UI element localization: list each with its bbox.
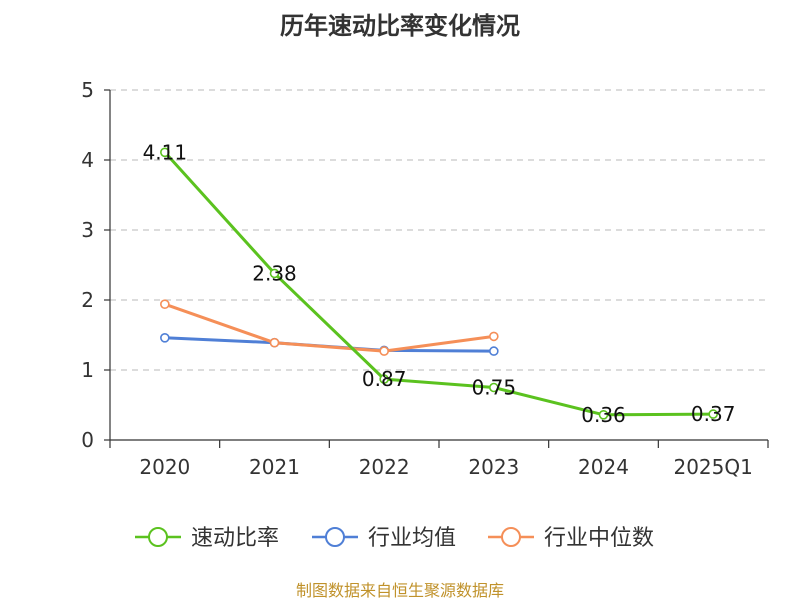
data-point[interactable] (379, 346, 389, 356)
legend-label: 行业均值 (368, 526, 456, 551)
x-tick-label: 2020 (139, 455, 190, 479)
axes: 0 1 2 3 4 5 2020 2021 2022 2023 2024 2025Q1 (81, 78, 769, 479)
series-line (163, 151, 714, 417)
y-tick-label: 0 (81, 428, 94, 452)
data-point[interactable] (708, 409, 718, 419)
legend-item[interactable]: 行业中位数 (488, 526, 654, 551)
x-tick-label: 2025Q1 (673, 455, 752, 479)
series-line (164, 302, 495, 353)
data-point[interactable] (489, 331, 499, 342)
data-point[interactable] (269, 337, 280, 348)
data-label: 2.38 (252, 261, 297, 285)
data-point[interactable] (160, 299, 170, 310)
data-point[interactable] (489, 382, 499, 393)
data-point[interactable] (379, 374, 389, 384)
chart-title: 历年速动比率变化情况 (280, 12, 520, 40)
data-point[interactable] (598, 409, 609, 420)
data-point[interactable] (160, 332, 170, 343)
source-note: 制图数据来自恒生聚源数据库 (296, 581, 504, 600)
legend-item[interactable]: 行业均值 (312, 526, 456, 551)
data-label: 4.11 (143, 140, 188, 164)
x-tick-label: 2021 (249, 455, 300, 479)
data-label: 0.36 (581, 403, 626, 427)
legend-label: 速动比率 (191, 526, 279, 551)
grid-lines (110, 89, 768, 371)
series-lines (160, 147, 718, 420)
data-label: 0.87 (362, 367, 407, 391)
y-tick-label: 3 (81, 218, 94, 242)
data-labels: 4.11 2.38 0.87 0.75 0.36 0.37 (143, 140, 736, 427)
legend[interactable]: 速动比率 行业均值 行业中位数 (135, 526, 654, 551)
x-tick-label: 2023 (468, 455, 519, 479)
data-label: 0.75 (472, 376, 517, 400)
data-label: 0.37 (691, 402, 736, 426)
data-point[interactable] (269, 268, 280, 279)
legend-item[interactable]: 速动比率 (135, 526, 279, 551)
y-tick-label: 2 (81, 288, 94, 312)
legend-swatch-marker (325, 527, 345, 547)
data-point[interactable] (160, 147, 170, 158)
legend-label: 行业中位数 (544, 526, 654, 551)
legend-swatch-marker (148, 527, 168, 547)
x-tick-label: 2024 (578, 455, 629, 479)
y-tick-label: 5 (81, 78, 94, 102)
data-point[interactable] (489, 346, 499, 356)
legend-swatch-marker (501, 527, 521, 547)
y-tick-label: 4 (81, 148, 94, 172)
y-tick-label: 1 (81, 358, 94, 382)
x-tick-label: 2022 (359, 455, 410, 479)
